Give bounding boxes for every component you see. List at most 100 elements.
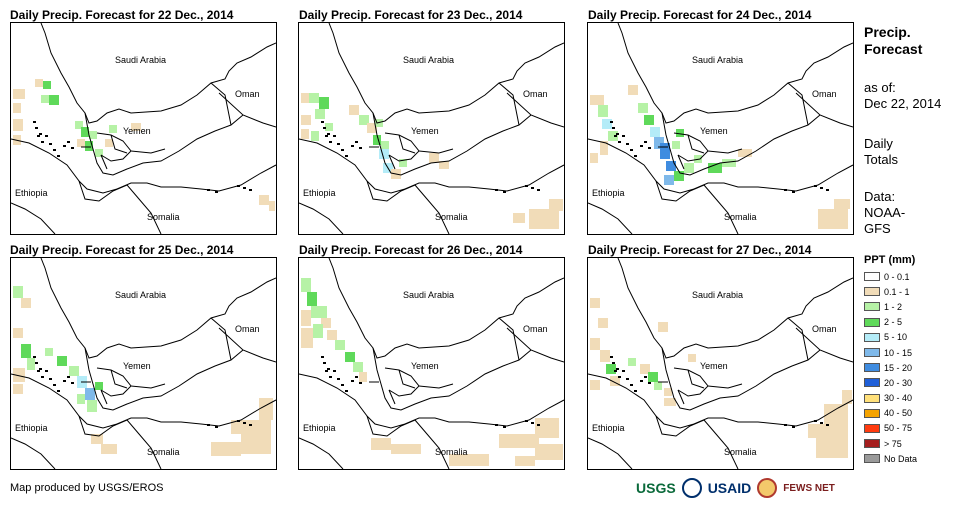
boundary-line bbox=[787, 317, 809, 361]
island-mark bbox=[71, 147, 74, 149]
island-mark bbox=[644, 376, 647, 378]
precip-cell bbox=[13, 328, 23, 338]
legend-row: 10 - 15 bbox=[864, 345, 917, 360]
precip-cell bbox=[75, 121, 83, 129]
precip-cell bbox=[57, 356, 67, 366]
legend-row: 0 - 0.1 bbox=[864, 269, 917, 284]
island-mark bbox=[630, 384, 633, 386]
precip-cell bbox=[241, 434, 271, 454]
precip-cell bbox=[650, 127, 660, 137]
boundary-line bbox=[787, 82, 809, 126]
precip-cell bbox=[590, 338, 600, 350]
island-mark bbox=[626, 378, 629, 380]
boundary-line bbox=[418, 383, 454, 389]
precip-cell bbox=[311, 306, 327, 318]
island-mark bbox=[622, 370, 625, 372]
precip-cell bbox=[598, 105, 608, 117]
precip-cell bbox=[231, 420, 271, 434]
precip-cell bbox=[301, 129, 309, 139]
boundary-line bbox=[366, 399, 564, 429]
map-canvas: Saudi Arabia Oman Yemen Ethiopia Somalia bbox=[588, 23, 853, 234]
label-somalia: Somalia bbox=[435, 212, 468, 222]
map-canvas: Saudi Arabia Oman Yemen Ethiopia Somalia bbox=[299, 258, 564, 469]
island-mark bbox=[616, 368, 619, 370]
island-mark bbox=[41, 141, 44, 143]
precip-cell bbox=[535, 444, 563, 460]
forecast-map: Saudi Arabia Oman Yemen Ethiopia Somalia bbox=[298, 22, 565, 235]
label-ethiopia: Ethiopia bbox=[303, 188, 336, 198]
precip-cell bbox=[345, 352, 355, 362]
precip-cell bbox=[359, 115, 369, 125]
precip-cell bbox=[335, 340, 345, 350]
boundary-line bbox=[506, 92, 564, 128]
precip-cell bbox=[259, 398, 273, 420]
precip-cell bbox=[77, 394, 85, 404]
boundary-line bbox=[617, 258, 853, 359]
island-mark bbox=[614, 135, 617, 137]
precip-cell bbox=[45, 348, 53, 356]
sidebar-data-source: Data: NOAA- GFS bbox=[864, 189, 905, 237]
map-canvas: Saudi Arabia Oman Yemen Ethiopia Somalia bbox=[11, 23, 276, 234]
label-oman: Oman bbox=[812, 324, 837, 334]
boundary-line bbox=[677, 389, 685, 405]
island-mark bbox=[41, 376, 44, 378]
precip-cell bbox=[449, 454, 489, 466]
precip-cell bbox=[353, 362, 363, 372]
boundary-line bbox=[299, 202, 344, 234]
label-saudi: Saudi Arabia bbox=[115, 290, 166, 300]
panel-title: Daily Precip. Forecast for 25 Dec., 2014 bbox=[10, 243, 234, 257]
precip-cell bbox=[654, 382, 662, 390]
legend-label: 5 - 10 bbox=[884, 332, 908, 343]
label-yemen: Yemen bbox=[411, 126, 439, 136]
boundary-line bbox=[40, 258, 276, 359]
precip-cell bbox=[43, 81, 51, 89]
precip-cell bbox=[373, 135, 381, 145]
island-mark bbox=[45, 370, 48, 372]
precip-cell bbox=[549, 199, 563, 211]
precip-cell bbox=[676, 129, 684, 137]
boundary-line bbox=[388, 154, 396, 170]
precip-cell bbox=[309, 93, 319, 103]
label-ethiopia: Ethiopia bbox=[15, 188, 48, 198]
legend-row: 2 - 5 bbox=[864, 315, 917, 330]
island-mark bbox=[39, 133, 42, 135]
island-mark bbox=[525, 185, 528, 187]
precip-cell bbox=[301, 310, 311, 326]
legend-swatch bbox=[864, 393, 880, 403]
legend-swatch bbox=[864, 408, 880, 418]
precip-cell bbox=[41, 95, 49, 103]
island-mark bbox=[531, 187, 534, 189]
label-somalia: Somalia bbox=[724, 447, 757, 457]
legend-label: 10 - 15 bbox=[884, 347, 913, 358]
boundary-line bbox=[299, 437, 344, 469]
island-mark bbox=[63, 145, 66, 147]
island-mark bbox=[826, 189, 829, 191]
ppt-legend: PPT (mm) 0 - 0.1 0.1 - 1 1 - 2 2 - 5 5 - 10 1… bbox=[864, 254, 917, 466]
boundary-line bbox=[588, 202, 633, 234]
island-mark bbox=[67, 141, 70, 143]
precip-cell bbox=[738, 149, 752, 157]
legend-label: 20 - 30 bbox=[884, 377, 913, 388]
island-mark bbox=[53, 384, 56, 386]
label-oman: Oman bbox=[235, 89, 260, 99]
precip-cell bbox=[439, 161, 449, 169]
precip-cell bbox=[301, 278, 311, 292]
island-mark bbox=[610, 121, 613, 123]
title-line-2: Forecast bbox=[864, 41, 923, 57]
label-saudi: Saudi Arabia bbox=[403, 55, 454, 65]
island-mark bbox=[323, 127, 326, 129]
asof-date: Dec 22, 2014 bbox=[864, 96, 942, 111]
precip-cell bbox=[69, 366, 79, 376]
island-mark bbox=[784, 189, 787, 191]
precip-cell bbox=[672, 141, 680, 149]
island-mark bbox=[35, 362, 38, 364]
boundary-line bbox=[210, 317, 232, 361]
legend-swatch bbox=[864, 439, 880, 449]
boundary-line bbox=[506, 327, 564, 363]
boundary-line bbox=[372, 112, 532, 176]
precip-cell bbox=[664, 388, 672, 396]
legend-label: 30 - 40 bbox=[884, 393, 913, 404]
precip-cell bbox=[13, 89, 25, 99]
island-mark bbox=[495, 189, 498, 191]
sidebar-daily: Daily Totals bbox=[864, 136, 898, 168]
